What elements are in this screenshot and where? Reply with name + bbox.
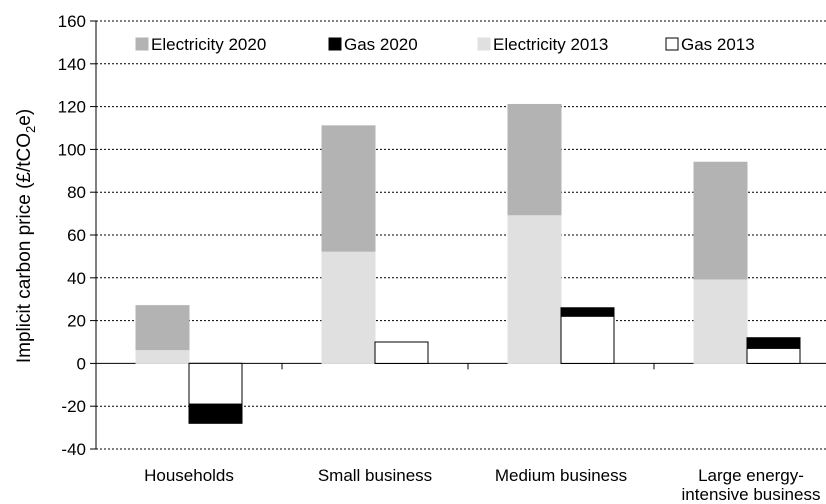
y-tick-label: -20 bbox=[61, 397, 86, 416]
y-tick-label: 40 bbox=[67, 269, 86, 288]
y-tick-labels: -40 -20 0 20 40 60 80 100 120 140 160 bbox=[58, 12, 86, 459]
bar-electricity-2013 bbox=[507, 215, 562, 364]
bar-electricity-2013 bbox=[321, 251, 376, 364]
x-tick-labels: Households Small business Medium business L… bbox=[144, 466, 820, 504]
y-tick-label: -40 bbox=[61, 440, 86, 459]
y-tick-label: 20 bbox=[67, 312, 86, 331]
x-tick-label: intensive business bbox=[682, 485, 821, 504]
bar-gas-2013 bbox=[188, 362, 243, 405]
x-tick-label: Large energy- bbox=[698, 466, 804, 485]
bar-electricity-2013 bbox=[693, 279, 748, 364]
legend-swatch bbox=[328, 37, 342, 51]
bar-electricity-2013 bbox=[135, 350, 190, 364]
y-tick-label: 0 bbox=[77, 354, 86, 373]
legend-swatch bbox=[477, 37, 491, 51]
legend-swatch bbox=[665, 37, 679, 51]
legend-swatch bbox=[135, 37, 149, 51]
bar-gas-2013 bbox=[746, 347, 801, 364]
x-tick-label: Medium business bbox=[495, 466, 627, 485]
legend-label: Electricity 2013 bbox=[493, 35, 608, 54]
x-tick-label: Households bbox=[144, 466, 234, 485]
bars bbox=[135, 103, 801, 424]
y-axis-label: Implicit carbon price (£/tCO2e) bbox=[14, 109, 38, 363]
bar-gas-2013 bbox=[374, 341, 429, 364]
legend: Electricity 2020 Gas 2020 Electricity 2013… bbox=[135, 35, 755, 54]
bar-gas-2013 bbox=[560, 315, 615, 364]
y-tick-label: 60 bbox=[67, 226, 86, 245]
legend-label: Gas 2013 bbox=[681, 35, 755, 54]
y-tick-label: 160 bbox=[58, 12, 86, 31]
legend-label: Gas 2020 bbox=[344, 35, 418, 54]
legend-label: Electricity 2020 bbox=[151, 35, 266, 54]
y-tick-label: 100 bbox=[58, 140, 86, 159]
y-tick-label: 120 bbox=[58, 98, 86, 117]
y-tick-label: 140 bbox=[58, 55, 86, 74]
y-tick-label: 80 bbox=[67, 183, 86, 202]
x-tick-label: Small business bbox=[318, 466, 432, 485]
